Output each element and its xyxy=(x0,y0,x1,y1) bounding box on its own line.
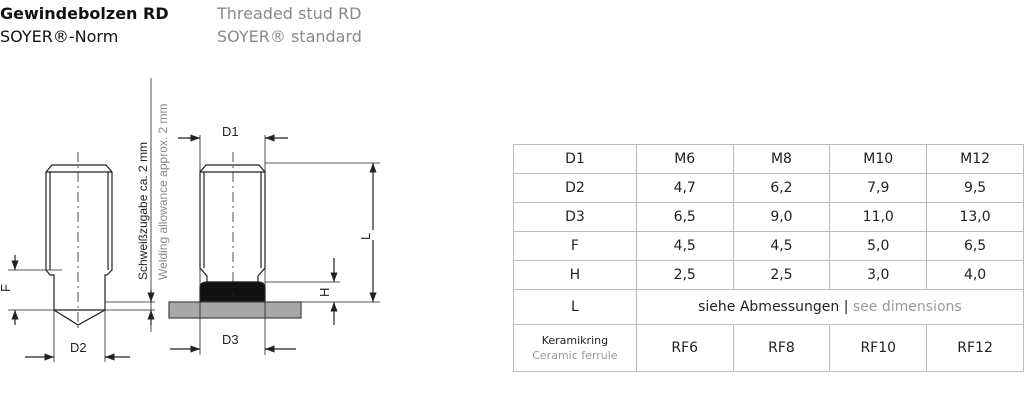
table-cell: 9,0 xyxy=(732,202,831,232)
table-cell: 6,2 xyxy=(732,173,831,203)
l-note-sep: | xyxy=(843,299,849,315)
label-d2: D2 xyxy=(70,340,87,355)
table-cell: M6 xyxy=(635,144,734,174)
row-label: L xyxy=(513,289,637,325)
table-cell: RF12 xyxy=(926,324,1024,372)
title-en: Threaded stud RD xyxy=(217,4,362,23)
title-de: Gewindebolzen RD xyxy=(0,4,169,23)
table-cell: 2,5 xyxy=(732,260,831,290)
table-row: D1 M6 M8 M10 M12 xyxy=(513,144,1024,174)
allowance-de: Schweißzugabe ca. 2 mm xyxy=(136,142,150,280)
table-cell: 4,7 xyxy=(635,173,734,203)
row-label: F xyxy=(513,231,637,261)
label-d3: D3 xyxy=(222,332,239,347)
label-d1: D1 xyxy=(222,124,239,139)
table-cell: 11,0 xyxy=(829,202,928,232)
label-l: L xyxy=(358,233,373,240)
welded-stud xyxy=(168,134,380,355)
allowance-en: Welding allowance approx. 2 mm xyxy=(156,103,170,280)
table-cell: 6,5 xyxy=(926,231,1024,261)
row-label: H xyxy=(513,260,637,290)
row-label: D3 xyxy=(513,202,637,232)
subtitle-en: SOYER® standard xyxy=(217,27,362,46)
table-cell: RF8 xyxy=(732,324,831,372)
subtitle-de: SOYER®-Norm xyxy=(0,27,119,46)
table-cell: M10 xyxy=(829,144,928,174)
l-note-de: siehe Abmessungen xyxy=(698,299,840,315)
row-label: D1 xyxy=(513,144,637,174)
table-cell: 9,5 xyxy=(926,173,1024,203)
table-cell: 6,5 xyxy=(635,202,734,232)
table-cell: 13,0 xyxy=(926,202,1024,232)
unwelded-stud xyxy=(8,152,155,362)
table-cell: RF10 xyxy=(829,324,928,372)
ceramic-ferrule xyxy=(199,281,266,303)
row-label: Keramikring Ceramic ferrule xyxy=(513,324,637,372)
table-cell: 4,5 xyxy=(635,231,734,261)
table-row: F 4,5 4,5 5,0 6,5 xyxy=(513,231,1024,261)
label-f: F xyxy=(0,284,13,292)
ferrule-label-en: Ceramic ferrule xyxy=(532,349,618,362)
table-cell: M12 xyxy=(926,144,1024,174)
l-note: siehe Abmessungen | see dimensions xyxy=(635,289,1024,325)
table-cell: 4,5 xyxy=(732,231,831,261)
ferrule-label-de: Keramikring xyxy=(541,334,609,347)
base-plate xyxy=(168,301,302,319)
row-label: D2 xyxy=(513,173,637,203)
stud-drawing: D1 D2 D3 F H L Schweißzugabe ca. 2 mm We… xyxy=(0,78,380,362)
table-row: D2 4,7 6,2 7,9 9,5 xyxy=(513,173,1024,203)
table-cell: 5,0 xyxy=(829,231,928,261)
table-row: D3 6,5 9,0 11,0 13,0 xyxy=(513,202,1024,232)
table-cell: 4,0 xyxy=(926,260,1024,290)
dimensions-table: D1 M6 M8 M10 M12 D2 4,7 6,2 7,9 9,5 D3 6,5 9,0 11,0 13… xyxy=(513,144,1024,372)
table-row-ferrule: Keramikring Ceramic ferrule RF6 RF8 RF10 RF12 xyxy=(513,324,1024,372)
table-cell: M8 xyxy=(732,144,831,174)
table-cell: 7,9 xyxy=(829,173,928,203)
label-h: H xyxy=(317,288,332,297)
table-row: H 2,5 2,5 3,0 4,0 xyxy=(513,260,1024,290)
table-cell: 3,0 xyxy=(829,260,928,290)
table-cell: RF6 xyxy=(635,324,734,372)
table-cell: 2,5 xyxy=(635,260,734,290)
l-note-en: see dimensions xyxy=(852,299,962,315)
